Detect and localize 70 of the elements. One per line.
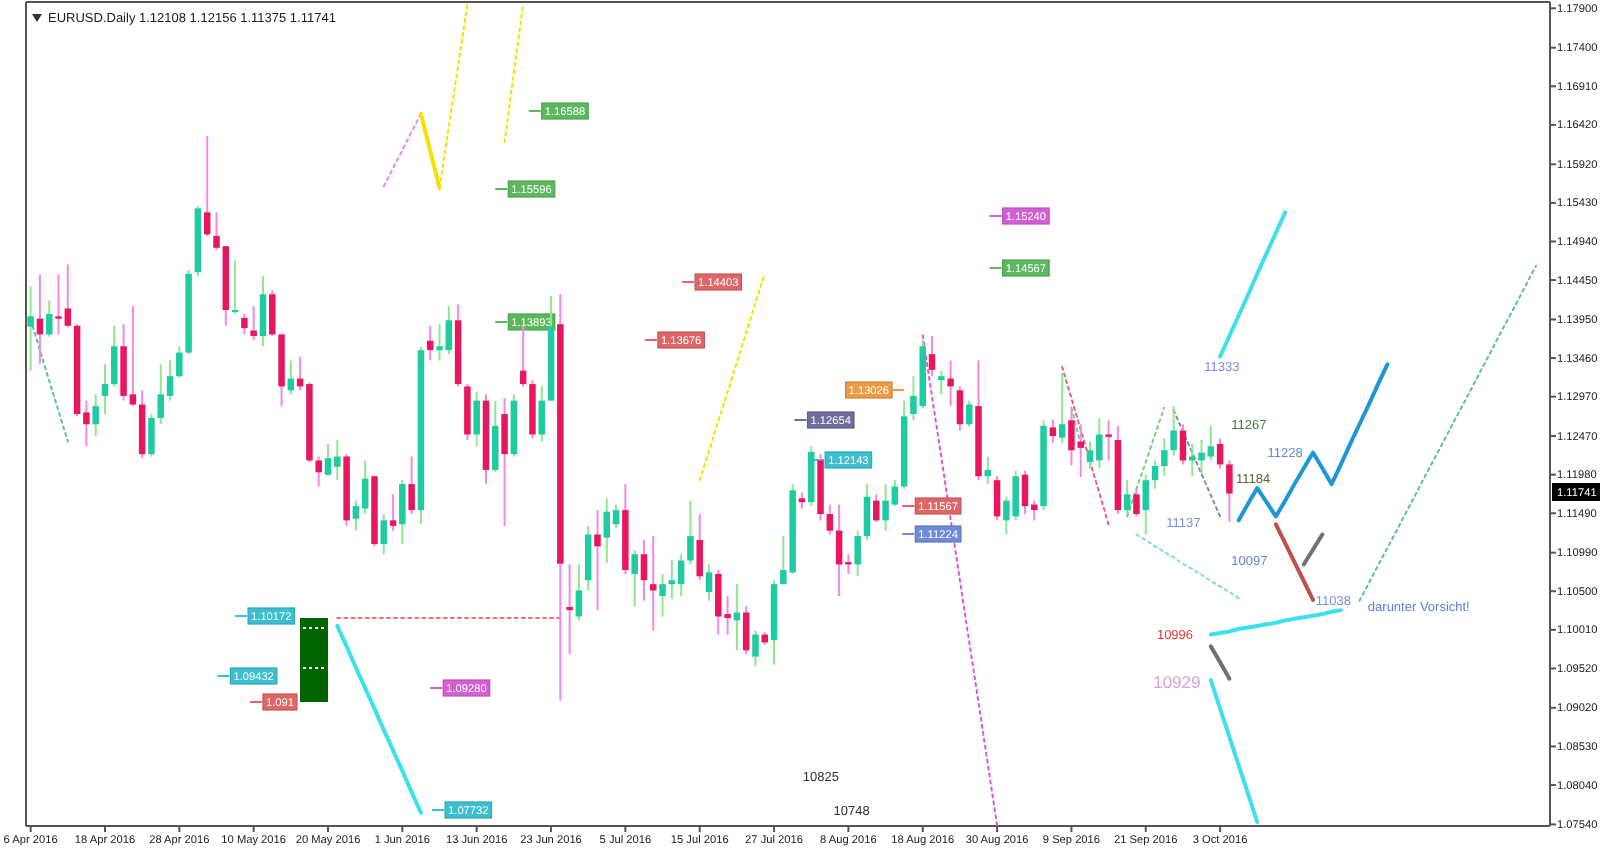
candlestick (315, 455, 322, 488)
candlestick (176, 345, 183, 379)
candlestick (492, 399, 499, 474)
candlestick (501, 397, 508, 527)
candlestick (380, 513, 388, 556)
candlestick (45, 299, 53, 338)
candlestick (519, 324, 527, 388)
candlestick (594, 509, 601, 612)
candlestick (612, 503, 620, 530)
candlestick (27, 285, 34, 372)
candlestick (101, 363, 109, 415)
candlestick (389, 493, 397, 532)
candlestick (947, 359, 954, 408)
candlestick (575, 563, 583, 622)
candlestick (650, 535, 657, 632)
candlestick (1133, 487, 1140, 518)
annotation: 10929 (1153, 671, 1202, 692)
candlestick (752, 629, 759, 668)
line-series (1172, 409, 1222, 518)
candlestick (640, 539, 648, 602)
candlestick (928, 335, 936, 378)
candlestick (873, 493, 880, 523)
candlestick (1058, 372, 1066, 445)
candlestick (956, 385, 964, 432)
candlestick (473, 390, 480, 448)
candlestick (993, 475, 1001, 522)
candlestick (241, 312, 248, 336)
candlestick (1049, 418, 1057, 445)
candlestick (603, 497, 611, 564)
line-series (921, 334, 999, 826)
candlestick (111, 324, 118, 388)
candlestick (584, 524, 592, 592)
candlestick (631, 549, 638, 608)
candlestick (259, 275, 267, 348)
candlestick (231, 259, 239, 315)
candlestick (1216, 437, 1224, 470)
candlestick (1161, 437, 1168, 478)
candlestick (1151, 459, 1159, 490)
candlestick (677, 553, 685, 597)
line-series (382, 112, 422, 188)
candlestick (566, 563, 573, 656)
candlestick (1123, 479, 1131, 516)
line-series (1236, 362, 1390, 523)
candlestick (203, 134, 211, 237)
candlestick (408, 455, 415, 516)
candlestick (1105, 419, 1112, 462)
candlestick (1142, 473, 1150, 536)
candlestick (538, 385, 545, 443)
candlestick (250, 305, 257, 341)
candlestick (659, 572, 666, 618)
candlestick (1170, 405, 1177, 457)
line-series (1208, 608, 1343, 637)
candlestick (863, 483, 871, 542)
candlestick (92, 393, 99, 438)
line-series (1061, 365, 1110, 526)
candlestick (1226, 459, 1233, 523)
candlestick (399, 479, 406, 545)
candlestick (361, 459, 369, 516)
candlestick (826, 503, 834, 536)
candlestick (687, 499, 694, 566)
candlestick (696, 513, 703, 582)
candlestick (742, 605, 750, 656)
candlestick (148, 413, 155, 458)
candlestick (938, 369, 945, 396)
line-series (1273, 522, 1316, 602)
candlestick (854, 529, 861, 578)
candlestick (705, 563, 713, 602)
candlestick (668, 558, 676, 601)
line-series (1208, 678, 1260, 825)
candlestick (269, 289, 276, 338)
